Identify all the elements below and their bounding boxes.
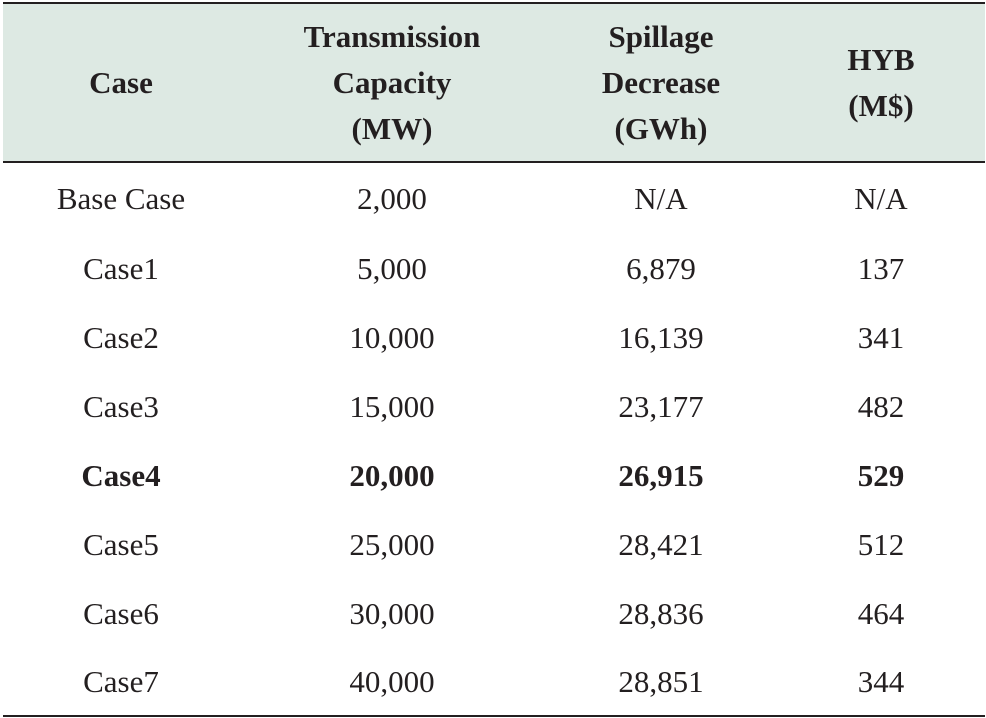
cell-case: Case1 bbox=[83, 250, 159, 286]
cell-hyb: N/A bbox=[854, 180, 908, 216]
cell-spillage: 28,851 bbox=[618, 663, 704, 699]
cell-hyb: 529 bbox=[857, 457, 905, 493]
cell-spillage: 28,836 bbox=[618, 595, 704, 631]
header-case-line: Case bbox=[89, 64, 153, 100]
header-line: Decrease bbox=[601, 64, 721, 100]
table-row: Case1 5,000 6,879 137 bbox=[3, 234, 985, 303]
cell-spillage: 26,915 bbox=[618, 457, 704, 493]
header-line: Transmission bbox=[303, 18, 481, 54]
cell-case: Case2 bbox=[83, 319, 159, 355]
header-line: HYB bbox=[847, 41, 915, 77]
header-transmission-capacity: Transmission Capacity (MW) bbox=[239, 3, 545, 162]
header-line: (GWh) bbox=[614, 110, 708, 146]
header-row: Case Transmission Capacity (MW) Spillage… bbox=[3, 3, 985, 162]
table-row: Case5 25,000 28,421 512 bbox=[3, 510, 985, 579]
header-line: (MW) bbox=[351, 110, 433, 146]
header-hyb: HYB (M$) bbox=[777, 3, 985, 162]
cell-capacity: 5,000 bbox=[357, 250, 427, 286]
table-row: Case6 30,000 28,836 464 bbox=[3, 579, 985, 648]
cell-capacity: 20,000 bbox=[349, 457, 435, 493]
results-table: Case Transmission Capacity (MW) Spillage… bbox=[3, 2, 985, 717]
cell-spillage: N/A bbox=[634, 180, 688, 216]
header-spillage-decrease: Spillage Decrease (GWh) bbox=[545, 3, 777, 162]
cell-case: Case7 bbox=[83, 663, 159, 699]
cell-hyb: 137 bbox=[857, 250, 905, 286]
table-row: Base Case 2,000 N/A N/A bbox=[3, 162, 985, 234]
cell-hyb: 464 bbox=[857, 595, 905, 631]
header-case: Case bbox=[3, 3, 239, 162]
cell-hyb: 482 bbox=[857, 388, 905, 424]
table-row: Case4 20,000 26,915 529 bbox=[3, 441, 985, 510]
cell-capacity: 40,000 bbox=[349, 663, 435, 699]
cell-case: Case5 bbox=[83, 526, 159, 562]
cell-case: Base Case bbox=[56, 180, 186, 216]
cell-case: Case6 bbox=[83, 595, 159, 631]
cell-spillage: 28,421 bbox=[618, 526, 704, 562]
header-line: Spillage bbox=[608, 18, 714, 54]
cell-spillage: 6,879 bbox=[626, 250, 696, 286]
table-header: Case Transmission Capacity (MW) Spillage… bbox=[3, 3, 985, 162]
cell-capacity: 30,000 bbox=[349, 595, 435, 631]
cell-capacity: 25,000 bbox=[349, 526, 435, 562]
header-line: Capacity bbox=[332, 64, 452, 100]
cell-case: Case4 bbox=[81, 457, 161, 493]
cell-hyb: 344 bbox=[857, 663, 905, 699]
table-body: Base Case 2,000 N/A N/A Case1 5,000 6,87… bbox=[3, 162, 985, 716]
cell-capacity: 15,000 bbox=[349, 388, 435, 424]
cell-case: Case3 bbox=[83, 388, 159, 424]
table-row: Case3 15,000 23,177 482 bbox=[3, 372, 985, 441]
table-row: Case2 10,000 16,139 341 bbox=[3, 303, 985, 372]
table-row: Case7 40,000 28,851 344 bbox=[3, 648, 985, 716]
cell-hyb: 341 bbox=[857, 319, 905, 355]
cell-capacity: 2,000 bbox=[357, 180, 427, 216]
cell-capacity: 10,000 bbox=[349, 319, 435, 355]
cell-hyb: 512 bbox=[857, 526, 905, 562]
cell-spillage: 23,177 bbox=[618, 388, 704, 424]
header-line: (M$) bbox=[848, 87, 914, 123]
cell-spillage: 16,139 bbox=[618, 319, 704, 355]
